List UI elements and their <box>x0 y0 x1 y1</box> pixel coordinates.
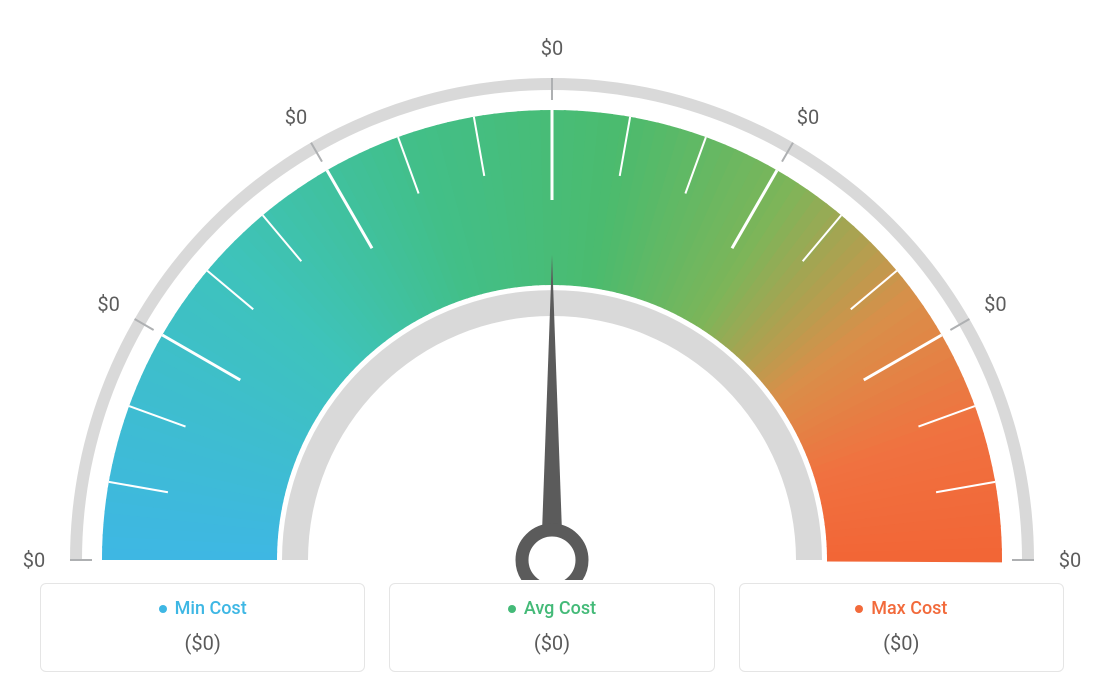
legend-dot-max-icon <box>855 605 863 613</box>
legend-card-avg: Avg Cost ($0) <box>389 583 714 673</box>
gauge-tick-label: $0 <box>97 292 119 316</box>
legend-title-max: Max Cost <box>855 598 947 619</box>
legend-value-min: ($0) <box>51 631 354 655</box>
gauge-cost-widget: $0 $0 $0 $0 $0 $0 $0 Min Cost ($0) Avg Cost ($… <box>0 0 1104 690</box>
gauge-tick-label: $0 <box>984 292 1006 316</box>
legend-dot-avg-icon <box>508 605 516 613</box>
legend-label-avg: Avg Cost <box>524 598 596 619</box>
legend-row: Min Cost ($0) Avg Cost ($0) Max Cost ($0… <box>40 583 1064 673</box>
gauge-tick-label: $0 <box>23 548 45 572</box>
legend-card-max: Max Cost ($0) <box>739 583 1064 673</box>
gauge-tick-label: $0 <box>541 36 563 60</box>
gauge-tick-label: $0 <box>285 105 307 129</box>
legend-value-max: ($0) <box>750 631 1053 655</box>
legend-dot-min-icon <box>159 605 167 613</box>
legend-value-avg: ($0) <box>400 631 703 655</box>
legend-title-min: Min Cost <box>159 598 247 619</box>
gauge-chart <box>0 20 1104 580</box>
legend-title-avg: Avg Cost <box>508 598 596 619</box>
gauge-area: $0$0$0$0$0$0$0 <box>0 0 1104 560</box>
legend-card-min: Min Cost ($0) <box>40 583 365 673</box>
gauge-tick-label: $0 <box>1059 548 1081 572</box>
legend-label-min: Min Cost <box>175 598 247 619</box>
legend-label-max: Max Cost <box>871 598 947 619</box>
gauge-tick-label: $0 <box>797 105 819 129</box>
